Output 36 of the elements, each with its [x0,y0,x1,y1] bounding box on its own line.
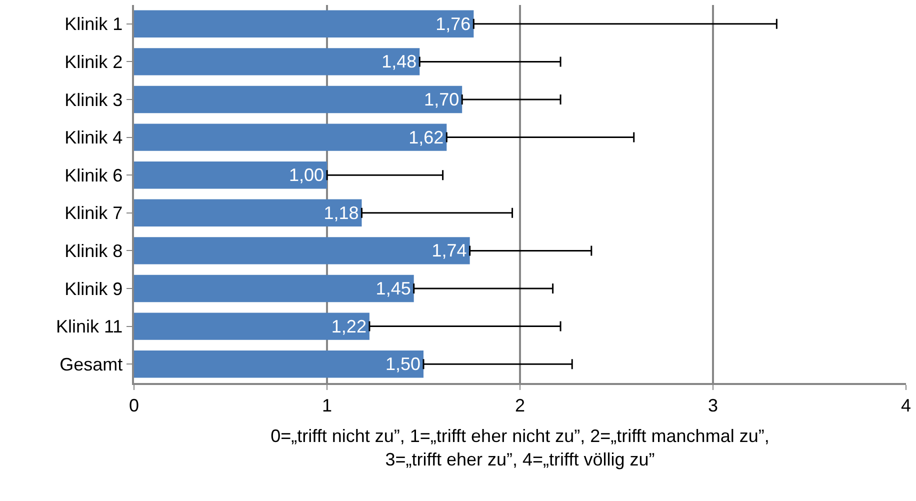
data-label: 1,70 [424,90,460,110]
bar [134,350,424,378]
x-tick-label: 1 [322,395,332,416]
x-tick-label: 0 [128,395,140,416]
y-tick-label: Gesamt [60,354,123,374]
bar [134,161,327,189]
bar [134,86,462,114]
data-label: 1,62 [408,127,444,148]
data-label: 1,22 [331,316,366,336]
data-label: 1,48 [382,52,417,72]
y-tick-label: Klinik 1 [64,14,123,34]
data-label: 1,50 [385,354,420,374]
bar [134,237,470,264]
bar [134,124,447,151]
x-tick-label: 4 [900,395,912,416]
bar [134,199,362,227]
x-axis-title: 0=„trifft nicht zu”, 1=„trifft eher nicht zu”, 2=„trifft manchmal zu”, 3=„trifft eher zu”, 4=„trifft völlig zu” [270,426,770,470]
bar [134,48,420,76]
y-tick-label: Klinik 2 [64,52,123,72]
y-tick-label: Klinik 4 [64,128,123,148]
data-label: 1,00 [288,165,324,186]
y-tick-label: Klinik 11 [56,316,123,337]
x-tick-label: 3 [708,395,718,416]
data-label: 1,18 [324,202,359,223]
data-label: 1,45 [376,278,411,298]
x-tick-label: 2 [514,395,526,416]
y-tick-label: Klinik 6 [64,165,123,186]
y-tick-label: Klinik 8 [64,241,123,261]
y-tick-label: Klinik 3 [64,90,123,110]
y-tick-label: Klinik 7 [64,203,123,224]
data-label: 1,74 [432,240,467,261]
data-label: 1,76 [436,14,471,34]
bar [134,312,370,340]
bar [134,10,474,38]
bar [134,274,414,302]
y-tick-label: Klinik 9 [64,278,123,299]
